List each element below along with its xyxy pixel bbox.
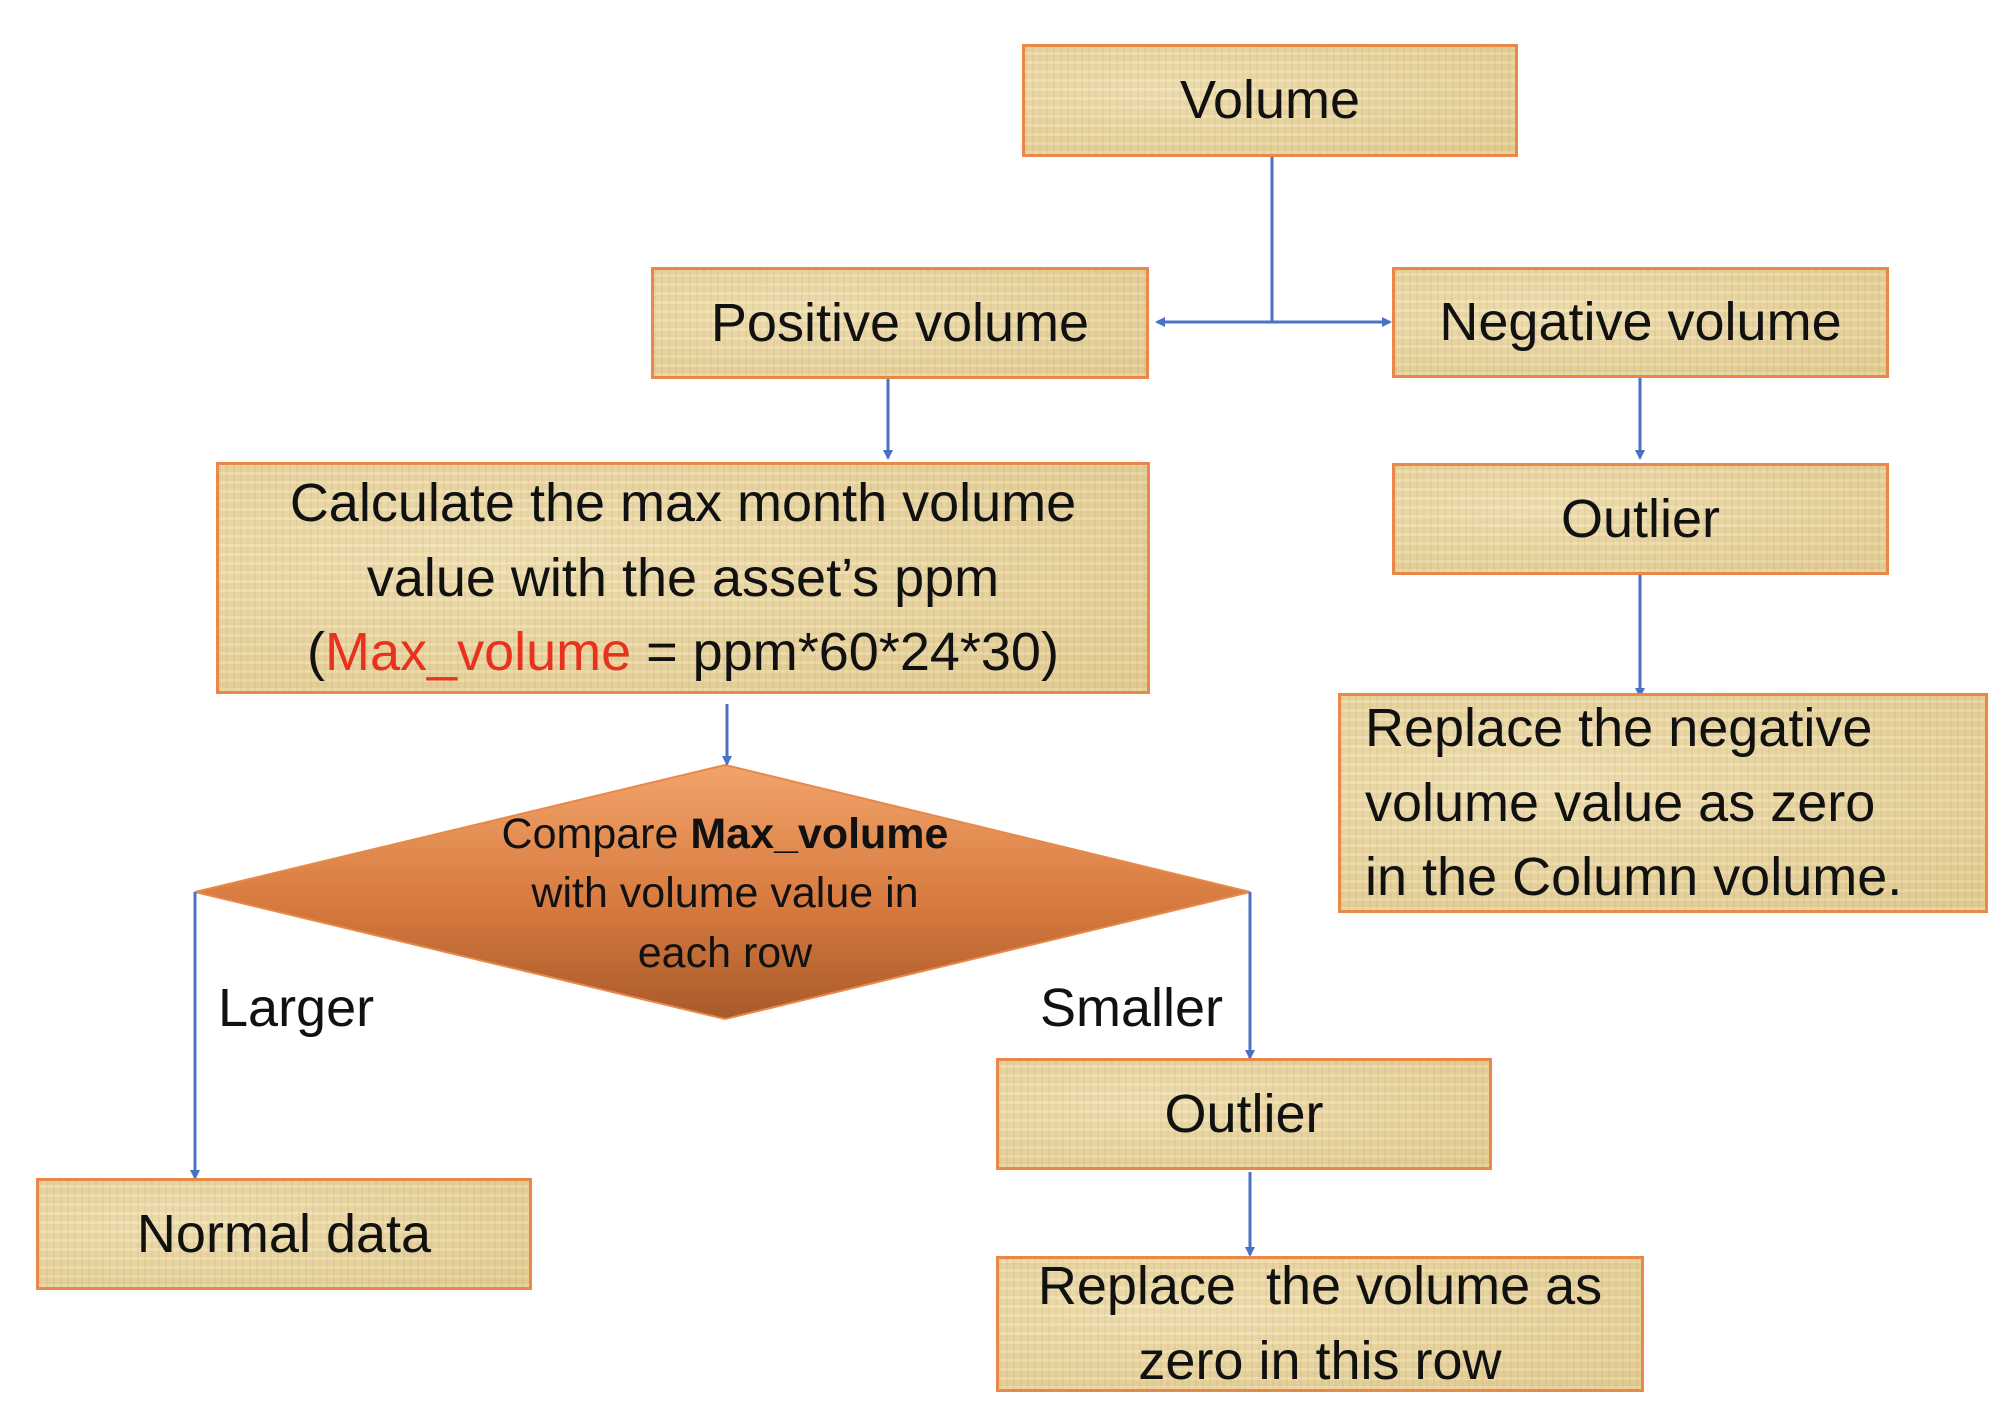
node-calculate-line2: value with the asset’s ppm: [366, 547, 1000, 608]
node-volume-label: Volume: [1179, 70, 1361, 131]
node-replace-row-line2: zero in this row: [1138, 1331, 1502, 1391]
compare-bold-var: Max_volume: [690, 810, 949, 858]
formula-max-volume: Max_volume: [325, 622, 632, 683]
node-replace-row-line1: Replace the volume as: [1037, 1256, 1603, 1317]
node-calculate-max: Calculate the max month volume value wit…: [216, 462, 1150, 694]
node-replace-row: Replace the volume as zero in this row: [996, 1256, 1644, 1392]
node-positive-volume-label: Positive volume: [710, 292, 1090, 353]
compare-line1: Compare Max_volume: [440, 805, 1010, 864]
compare-line2: with volume value in: [531, 869, 919, 918]
node-outlier-right-label: Outlier: [1560, 488, 1721, 549]
node-replace-negative: Replace the negative volume value as zer…: [1338, 693, 1988, 913]
formula-rest: = ppm*60*24*30): [631, 622, 1059, 683]
formula-open-paren: (: [307, 622, 326, 683]
node-negative-volume-label: Negative volume: [1439, 292, 1842, 353]
compare-word: Compare: [501, 810, 691, 858]
node-positive-volume: Positive volume: [651, 267, 1149, 379]
node-volume: Volume: [1022, 44, 1518, 157]
node-replace-negative-line1: Replace the negative: [1365, 698, 1873, 759]
edge-label-smaller: Smaller: [1040, 978, 1224, 1038]
edge-label-larger: Larger: [218, 978, 375, 1038]
node-calculate-line3: (Max_volume = ppm*60*24*30): [290, 615, 1076, 690]
node-negative-volume: Negative volume: [1392, 267, 1889, 378]
node-normal-data: Normal data: [36, 1178, 532, 1290]
compare-line3: each row: [637, 928, 813, 977]
node-replace-negative-line3: in the Column volume.: [1365, 847, 1903, 908]
node-outlier-bottom: Outlier: [996, 1058, 1492, 1170]
node-normal-data-label: Normal data: [136, 1203, 432, 1264]
node-replace-negative-line2: volume value as zero: [1365, 772, 1876, 833]
node-outlier-right: Outlier: [1392, 463, 1889, 575]
compare-diamond-text: Compare Max_volume with volume value in …: [440, 805, 1010, 983]
node-outlier-bottom-label: Outlier: [1164, 1083, 1324, 1144]
node-calculate-line1: Calculate the max month volume: [289, 473, 1077, 534]
